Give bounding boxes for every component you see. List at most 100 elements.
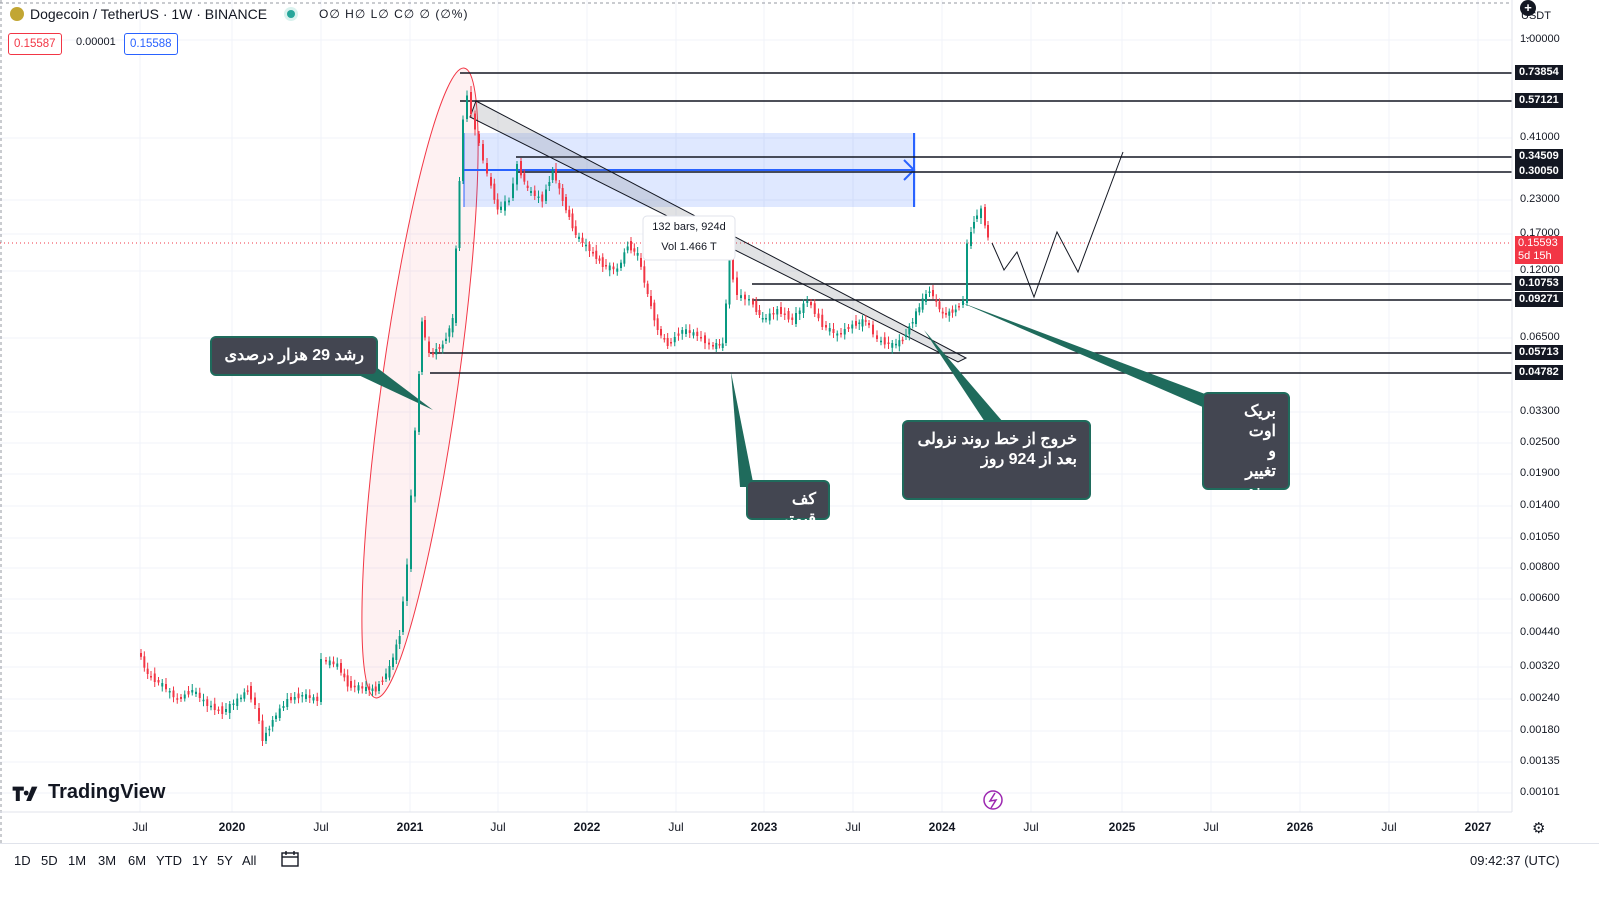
candle-body	[191, 690, 194, 693]
candle-body	[206, 699, 209, 706]
range-button[interactable]: YTD	[156, 853, 182, 868]
candle-body	[633, 248, 636, 252]
candle-body	[290, 697, 292, 701]
add-symbol-icon[interactable]: +	[1520, 0, 1536, 16]
candle-body	[161, 683, 164, 687]
candle-body	[512, 183, 514, 198]
settings-icon[interactable]: ⚙	[1532, 820, 1546, 837]
chevron-down-icon: ⌄	[1524, 31, 1532, 41]
candle-body	[418, 374, 420, 432]
candle-body	[836, 333, 839, 336]
candle-body	[275, 715, 277, 719]
candle-body	[516, 164, 518, 185]
lightning-icon	[983, 790, 1003, 810]
candle-body	[530, 191, 532, 193]
candle-body	[254, 697, 256, 705]
utc-clock[interactable]: 09:42:37 (UTC)	[1470, 853, 1560, 868]
candle-body	[381, 680, 384, 682]
time-axis-label: Jul	[313, 820, 329, 834]
sell-price-button[interactable]: 0.15587	[8, 33, 62, 55]
range-button[interactable]: 5D	[41, 853, 58, 868]
candle-body	[261, 720, 264, 741]
floor-callout[interactable]: کف قیمتی	[746, 480, 830, 528]
time-axis-label: Jul	[668, 820, 684, 834]
candle-body	[343, 673, 346, 678]
range-button[interactable]: 1Y	[192, 853, 208, 868]
candle-body	[673, 337, 676, 343]
candle-body	[368, 686, 371, 690]
candle-body	[685, 329, 687, 334]
candle-body	[561, 188, 564, 201]
candle-body	[455, 248, 457, 323]
tradingview-logo[interactable]: TradingView	[12, 781, 165, 804]
price-tick-label: 0.23000	[1520, 193, 1560, 205]
candle-body	[168, 691, 171, 693]
candle-body	[221, 706, 224, 714]
range-button[interactable]: 6M	[128, 853, 147, 868]
candle-body	[402, 601, 404, 632]
candle-body	[681, 330, 684, 334]
candle-body	[153, 673, 156, 682]
symbol-header[interactable]: Dogecoin / TetherUS · 1W · BINANCE O∅ H∅…	[10, 6, 468, 22]
candle-body	[872, 324, 874, 335]
candle-body	[441, 344, 444, 349]
candle-body	[732, 256, 734, 280]
candle-body	[271, 720, 274, 727]
candle-body	[646, 283, 649, 294]
candle-body	[448, 328, 451, 337]
candle-body	[165, 684, 167, 690]
candle-body	[588, 244, 591, 251]
candle-body	[688, 330, 691, 333]
candle-body	[791, 317, 794, 320]
spread-value: 0.00001	[76, 36, 116, 48]
candle-body	[925, 294, 927, 302]
candle-body	[385, 673, 387, 679]
range-button[interactable]: 3M	[98, 853, 117, 868]
candle-body	[802, 303, 805, 313]
candle-body	[880, 340, 882, 343]
range-button[interactable]: 5Y	[217, 853, 233, 868]
candle-body	[656, 318, 659, 330]
buy-price-button[interactable]: 0.15588	[124, 33, 178, 55]
measure-volume: Vol 1.466 T	[661, 241, 717, 253]
candle-body	[286, 699, 289, 707]
price-chart[interactable]	[0, 0, 1599, 843]
candle-body	[482, 144, 484, 161]
candle-body	[725, 303, 727, 343]
candle-body	[704, 335, 706, 344]
range-button[interactable]: 1D	[14, 853, 31, 868]
candle-body	[246, 690, 249, 692]
candle-body	[176, 698, 179, 700]
candle-body	[180, 697, 182, 699]
symbol-title[interactable]: Dogecoin / TetherUS · 1W · BINANCE	[30, 6, 268, 22]
candle-body	[736, 277, 738, 295]
candle-body	[250, 686, 252, 700]
candle-body	[765, 318, 767, 320]
candle-body	[578, 236, 580, 239]
candle-body	[336, 663, 339, 667]
candle-body	[504, 201, 506, 211]
candle-body	[332, 661, 335, 665]
bar-countdown: 5d 15h	[1518, 250, 1552, 262]
range-button[interactable]: 1M	[68, 853, 87, 868]
calendar-icon-svg	[281, 851, 299, 867]
time-axis-label: 2027	[1464, 820, 1492, 834]
price-tick-label: 0.00240	[1520, 692, 1560, 704]
candle-body	[268, 728, 271, 731]
calendar-icon[interactable]	[280, 850, 300, 868]
candle-body	[320, 659, 322, 702]
currency-select[interactable]: USDT ⌄	[1515, 6, 1561, 41]
current-price-label: 0.15593 5d 15h	[1515, 236, 1563, 264]
level-price-label: 0.04782	[1515, 365, 1563, 380]
growth-callout[interactable]: رشد 29 هزار درصدی	[210, 336, 378, 376]
candle-body	[428, 341, 430, 353]
candle-body	[312, 697, 315, 701]
exit-trendline-callout[interactable]: خروج از خط روند نزولی بعد از 924 روز	[902, 420, 1091, 500]
candle-body	[278, 708, 281, 718]
candle-body	[712, 345, 714, 347]
time-axis-label: Jul	[1381, 820, 1397, 834]
breakout-callout[interactable]: بریک اوت و تغییر روند	[1202, 392, 1290, 500]
range-button[interactable]: All	[242, 853, 257, 868]
candle-body	[851, 324, 854, 329]
candle-body	[861, 319, 864, 327]
